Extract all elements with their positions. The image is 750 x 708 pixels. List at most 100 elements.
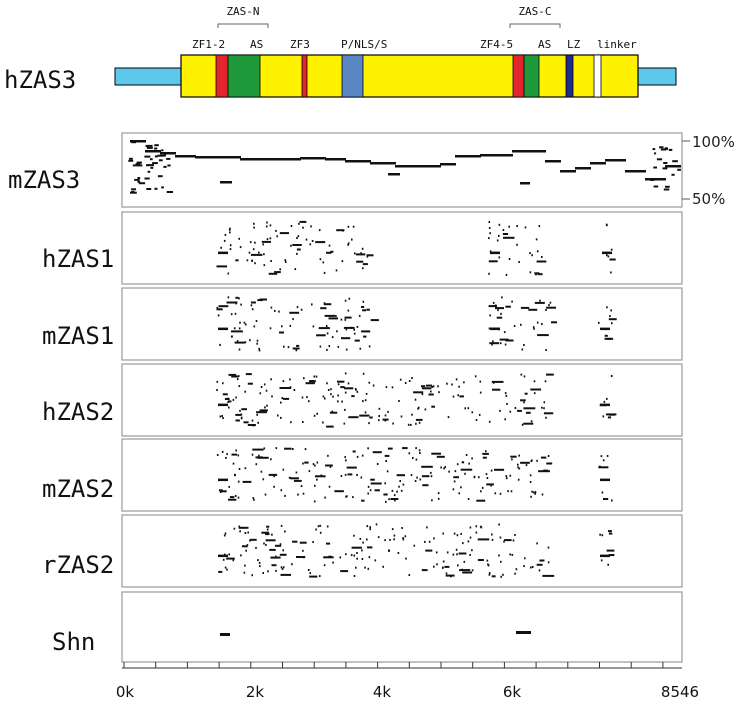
similarity-segment bbox=[368, 422, 370, 425]
similarity-segment bbox=[263, 253, 265, 256]
similarity-segment bbox=[462, 571, 473, 574]
utr-right bbox=[637, 67, 677, 86]
similarity-segment bbox=[536, 250, 539, 253]
similarity-segment bbox=[422, 484, 429, 487]
percent-label-top: 100% bbox=[692, 133, 735, 151]
similarity-segment bbox=[437, 492, 440, 495]
similarity-segment bbox=[328, 244, 331, 247]
similarity-segment bbox=[228, 373, 237, 376]
similarity-segment bbox=[238, 348, 241, 351]
similarity-segment bbox=[525, 464, 528, 467]
similarity-segment bbox=[256, 342, 258, 345]
similarity-segment bbox=[388, 549, 390, 552]
x-axis-ticks bbox=[123, 662, 664, 668]
similarity-segment bbox=[511, 458, 513, 461]
similarity-segment bbox=[259, 409, 268, 412]
similarity-segment bbox=[504, 539, 512, 542]
similarity-segment bbox=[499, 492, 502, 495]
similarity-segment bbox=[455, 155, 481, 158]
similarity-segment bbox=[243, 321, 246, 324]
similarity-segment bbox=[345, 495, 347, 498]
similarity-segment bbox=[240, 417, 243, 420]
similarity-segment bbox=[297, 235, 300, 238]
similarity-segment bbox=[533, 380, 536, 383]
similarity-segment bbox=[534, 272, 540, 275]
similarity-segment bbox=[481, 486, 484, 489]
similarity-segment bbox=[500, 575, 502, 578]
similarity-segment bbox=[310, 225, 312, 228]
similarity-segment bbox=[601, 534, 604, 537]
similarity-segment bbox=[344, 372, 347, 375]
similarity-segment bbox=[246, 544, 249, 547]
similarity-segment bbox=[531, 254, 533, 257]
similarity-segment bbox=[231, 453, 238, 456]
similarity-segment bbox=[315, 528, 317, 531]
similarity-segment bbox=[480, 154, 513, 157]
similarity-segment bbox=[145, 150, 161, 153]
similarity-segment bbox=[488, 573, 491, 576]
similarity-segment bbox=[265, 225, 268, 228]
similarity-segment bbox=[154, 187, 158, 190]
gene-schematic: hZAS3 ZAS-N ZAS-C ZF1-2 AS ZF3 P/NLS/S Z… bbox=[4, 5, 677, 98]
similarity-segment bbox=[499, 342, 502, 345]
similarity-segment bbox=[344, 408, 346, 411]
similarity-segment bbox=[304, 448, 307, 451]
similarity-segment bbox=[433, 565, 435, 568]
similarity-segment bbox=[299, 220, 307, 223]
similarity-segment bbox=[442, 532, 444, 535]
similarity-segment bbox=[512, 150, 531, 153]
similarity-segment bbox=[362, 309, 366, 312]
similarity-segment bbox=[283, 397, 290, 400]
similarity-segment bbox=[328, 555, 332, 558]
zinc-finger-1-2 bbox=[215, 54, 229, 98]
similarity-segment bbox=[411, 377, 413, 380]
similarity-segment bbox=[668, 148, 673, 151]
similarity-segment bbox=[316, 412, 318, 415]
domain-label-zf4-5: ZF4-5 bbox=[480, 38, 513, 51]
similarity-segment bbox=[135, 163, 141, 166]
similarity-segment bbox=[147, 170, 151, 173]
similarity-segment bbox=[369, 416, 373, 419]
similarity-segment bbox=[355, 253, 366, 256]
similarity-segment bbox=[526, 411, 531, 414]
similarity-segment bbox=[469, 526, 472, 529]
similarity-segment bbox=[539, 559, 545, 562]
similarity-segment bbox=[147, 164, 154, 167]
similarity-segment bbox=[491, 575, 496, 578]
similarity-segment bbox=[520, 182, 530, 185]
similarity-segment bbox=[421, 387, 432, 390]
similarity-segment bbox=[132, 164, 140, 167]
similarity-segment bbox=[268, 272, 278, 275]
similarity-segment bbox=[547, 546, 550, 549]
alignment-marks bbox=[128, 140, 681, 636]
similarity-segment bbox=[408, 452, 411, 455]
similarity-segment bbox=[270, 378, 272, 381]
similarity-segment bbox=[252, 448, 264, 451]
similarity-segment bbox=[421, 569, 428, 572]
similarity-segment bbox=[337, 383, 340, 386]
similarity-segment bbox=[504, 392, 507, 395]
similarity-segment bbox=[457, 394, 459, 397]
similarity-segment bbox=[437, 497, 440, 500]
similarity-segment bbox=[330, 250, 334, 253]
similarity-segment bbox=[218, 570, 223, 573]
similarity-segment bbox=[312, 541, 314, 543]
similarity-segment bbox=[341, 260, 344, 263]
similarity-segment bbox=[319, 575, 321, 578]
similarity-segment bbox=[341, 400, 343, 403]
similarity-segment bbox=[345, 553, 347, 556]
linker-region bbox=[593, 54, 602, 98]
similarity-segment bbox=[258, 561, 261, 564]
similarity-segment bbox=[517, 409, 522, 412]
similarity-segment bbox=[348, 416, 359, 419]
similarity-segment bbox=[131, 141, 136, 144]
similarity-segment bbox=[257, 456, 269, 459]
similarity-segment bbox=[138, 182, 146, 185]
similarity-segment bbox=[337, 394, 339, 397]
similarity-segment bbox=[228, 498, 237, 501]
similarity-segment bbox=[446, 382, 448, 385]
similarity-segment bbox=[284, 447, 292, 450]
similarity-segment bbox=[324, 314, 335, 317]
similarity-segment bbox=[326, 348, 328, 351]
similarity-segment bbox=[265, 539, 276, 542]
